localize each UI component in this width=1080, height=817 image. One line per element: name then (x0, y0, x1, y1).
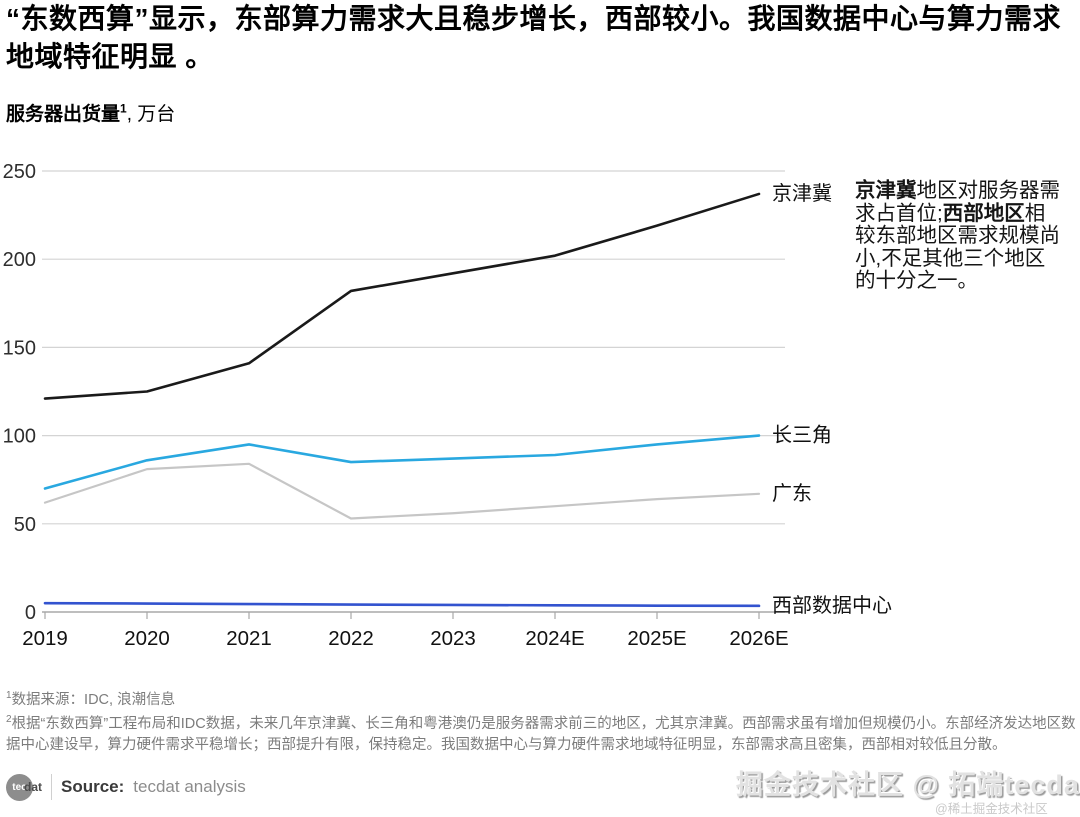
series-label-jingjinji: 京津冀 (772, 182, 832, 205)
tecdat-logo-circle: tec (6, 773, 33, 801)
series-label-changsanjiao: 长三角 (772, 424, 832, 447)
x-axis-label: 2025E (627, 627, 686, 650)
x-axis-label: 2019 (22, 627, 68, 650)
annotation-text-segment: 相较东部地区需求规模尚小,不足其他三个地区的十分之一。 (855, 201, 1060, 292)
y-axis-label: 0 (25, 602, 36, 624)
series-label-guangdong: 广东 (772, 482, 812, 505)
annotation-region-jingjinji: 京津冀 (855, 179, 917, 202)
y-axis-label: 200 (3, 249, 36, 271)
source-row: tec dat Source: tecdat analysis (6, 772, 246, 802)
x-axis-label: 2023 (430, 627, 476, 650)
footnote-1-marker: 1 (6, 690, 12, 701)
x-axis-label: 2022 (328, 627, 374, 650)
tecdat-logo: tec dat (6, 773, 42, 801)
x-axis-label: 2021 (226, 627, 272, 650)
footnote-2: 2根据“东数西算”工程布局和IDC数据，未来几年京津冀、长三角和粤港澳仍是服务器… (6, 710, 1076, 755)
series-label-xibu-shujuzhongxin: 西部数据中心 (772, 594, 892, 617)
tecdat-logo-text: dat (24, 780, 42, 794)
series-line-xibu-shujuzhongxin (43, 601, 761, 608)
x-axis-label: 2020 (124, 627, 170, 650)
footnote-1: 1数据来源：IDC, 浪潮信息 (6, 686, 1076, 710)
footnote-2-text: 根据“东数西算”工程布局和IDC数据，未来几年京津冀、长三角和粤港澳仍是服务器需… (6, 716, 1076, 753)
footnote-2-marker: 2 (6, 714, 12, 726)
footnotes: 1数据来源：IDC, 浪潮信息 2根据“东数西算”工程布局和IDC数据，未来几年… (6, 686, 1076, 755)
source-divider (51, 774, 52, 800)
chart-subtitle: 服务器出货量1, 万台 (6, 99, 175, 126)
chart-annotation: 京津冀地区对服务器需求占首位;西部地区相较东部地区需求规模尚小,不足其他三个地区… (855, 179, 1063, 293)
subtitle-unit: , 万台 (126, 104, 176, 125)
annotation-text-segment: 地区对服务器需求占首位; (855, 179, 1060, 225)
watermark-large: 掘金技术社区 @ 拓端tecdat (736, 770, 1080, 800)
watermark-small: @稀土掘金技术社区 (935, 802, 1048, 816)
source-label: Source: (61, 777, 125, 796)
subtitle-text: 服务器出货量 (6, 104, 121, 125)
series-line-changsanjiao (43, 434, 761, 490)
y-axis-label: 50 (14, 514, 36, 536)
page-title: “东数西算”显示，东部算力需求大且稳步增长，西部较小。我国数据中心与算力需求地域… (6, 3, 1062, 72)
y-axis-label: 150 (3, 337, 36, 359)
series-line-jingjinji (43, 192, 761, 400)
series-line-guangdong (43, 462, 761, 520)
x-axis-label: 2024E (525, 627, 584, 650)
annotation-region-west: 西部地区 (942, 201, 1025, 225)
y-axis-label: 100 (3, 426, 36, 448)
line-chart: 0 50 100 150 200 250 2019 2020 2021 2022 2023 2024E… (0, 160, 900, 675)
chart-canvas: 0 50 100 150 200 250 2019 2020 2021 2022 2023 2024E… (3, 161, 892, 650)
footnote-1-text: 数据来源：IDC, 浪潮信息 (11, 691, 176, 708)
y-axis-label: 250 (3, 161, 36, 183)
subtitle-footnote-ref: 1 (120, 101, 127, 116)
source-value: tecdat analysis (133, 777, 246, 796)
x-axis-label: 2026E (729, 627, 788, 650)
